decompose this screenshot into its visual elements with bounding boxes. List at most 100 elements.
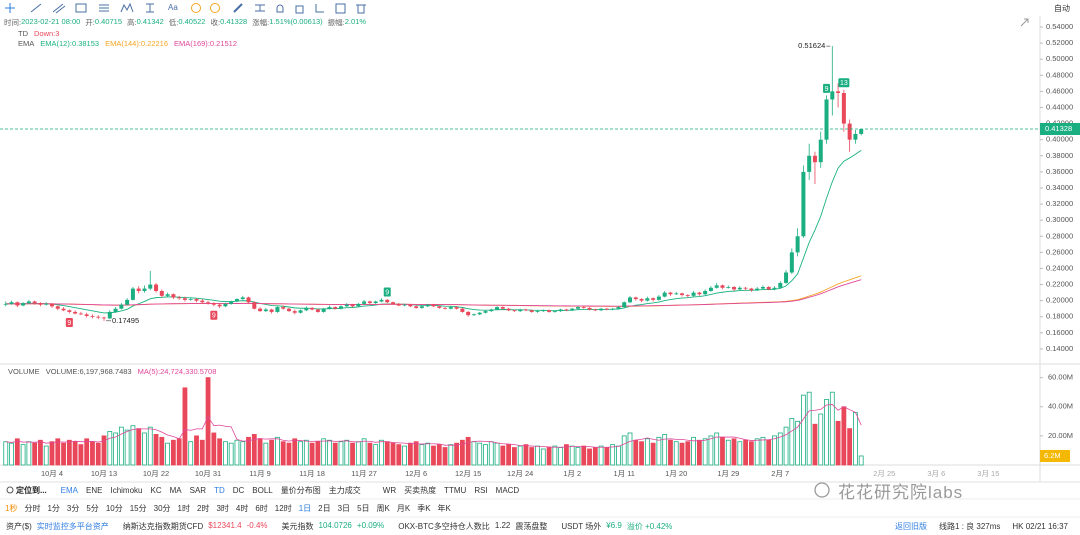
x-tick-label: 3月 15 <box>977 469 999 478</box>
lock-tool[interactable] <box>295 5 304 14</box>
volume-tick-label: 60.00M <box>1048 373 1073 382</box>
volume-bar <box>610 444 616 466</box>
pattern-tool-2[interactable] <box>210 3 220 13</box>
watermark-icon <box>814 482 830 498</box>
hide-tool[interactable] <box>315 4 324 13</box>
auto-scale[interactable]: 自动 <box>1054 4 1070 13</box>
candle-body <box>454 307 459 309</box>
indicator[interactable]: TD <box>214 486 225 495</box>
candle-body <box>610 308 615 310</box>
volume-bar <box>783 426 789 466</box>
candle-body <box>15 302 20 306</box>
indicator[interactable]: BOLL <box>252 486 273 495</box>
candle-body <box>830 91 835 100</box>
status-group: OKX-BTC多空持仓人数比 1.22 震荡盘整 <box>398 521 547 532</box>
magnet-tool[interactable] <box>276 4 284 13</box>
candle-body <box>391 302 396 304</box>
volume-bar <box>818 413 824 466</box>
interval[interactable]: 年K <box>437 504 451 513</box>
fullscreen[interactable] <box>1020 18 1029 27</box>
indicator[interactable]: ENE <box>86 486 103 495</box>
indicator[interactable]: Ichimoku <box>110 486 143 495</box>
candle-body <box>749 288 754 291</box>
candle-body <box>217 304 222 307</box>
locate[interactable]: 定位到... <box>16 486 47 495</box>
interval[interactable]: 5日 <box>357 504 370 513</box>
candle-body <box>200 300 205 303</box>
interval[interactable]: 月K <box>396 504 411 513</box>
indicator[interactable]: EMA <box>60 486 79 495</box>
indicator[interactable]: MA <box>169 486 182 495</box>
info-label: 振幅: <box>327 18 345 27</box>
indicator[interactable]: 量价分布图 <box>280 486 321 495</box>
indicator[interactable]: RSI <box>474 486 488 495</box>
interval[interactable]: 周K <box>376 504 390 513</box>
volume-bar <box>754 438 760 466</box>
td-name: TD <box>18 29 28 38</box>
interval[interactable]: 4时 <box>235 504 249 513</box>
candle-body <box>633 297 638 300</box>
interval[interactable]: 1时 <box>177 504 190 513</box>
candle-body <box>570 308 575 311</box>
candle-body <box>685 295 690 296</box>
line-tool[interactable] <box>30 3 42 13</box>
interval[interactable]: 分时 <box>24 504 41 513</box>
volume-bar <box>321 438 327 466</box>
interval[interactable]: 3分 <box>66 504 80 513</box>
text-tool[interactable] <box>146 3 154 13</box>
locate-icon[interactable] <box>6 486 14 494</box>
interval[interactable]: 5分 <box>86 504 99 513</box>
volume-bar <box>327 439 332 466</box>
indicator[interactable]: 买卖热度 <box>404 486 437 495</box>
x-tick-label: 10月 22 <box>143 469 169 478</box>
indicator[interactable]: KC <box>150 486 162 495</box>
rect-tool[interactable] <box>75 3 87 13</box>
volume-bar <box>558 447 564 466</box>
channel-tool[interactable] <box>52 3 66 14</box>
status-item: 资产($) <box>6 522 32 531</box>
interval[interactable]: 1日 <box>298 504 312 513</box>
indicator[interactable]: 主力成交 <box>328 486 361 495</box>
fib-tool[interactable] <box>99 4 109 12</box>
volume-bar <box>656 436 662 466</box>
interval[interactable]: 2日 <box>318 504 331 513</box>
interval[interactable]: 3日 <box>337 504 351 513</box>
wave-tool[interactable] <box>120 2 134 13</box>
volume-bar <box>14 438 20 466</box>
select-tool[interactable] <box>335 3 346 14</box>
interval[interactable]: 15分 <box>129 504 147 513</box>
status-item: OKX-BTC多空持仓人数比 <box>398 522 490 531</box>
indicator[interactable]: TTMU <box>444 486 467 495</box>
interval[interactable]: 3时 <box>216 504 229 513</box>
crosshair-tool[interactable] <box>5 3 15 13</box>
indicator[interactable]: DC <box>232 486 245 495</box>
measure-tool[interactable] <box>255 4 265 12</box>
pattern-tool[interactable] <box>191 3 201 13</box>
interval[interactable]: 1分 <box>47 504 60 513</box>
status-item[interactable]: 返回旧版 <box>895 522 928 531</box>
volume-bar <box>199 439 205 466</box>
interval[interactable]: 2时 <box>196 504 210 513</box>
candle-body <box>801 171 806 237</box>
indicator[interactable]: SAR <box>189 486 207 495</box>
interval[interactable]: 30分 <box>153 504 171 513</box>
interval[interactable]: 12时 <box>274 504 292 513</box>
indicator[interactable]: WR <box>382 486 397 495</box>
td-marker-bg <box>65 318 73 328</box>
interval[interactable]: 季K <box>417 504 431 513</box>
text-tool-label[interactable]: Aa <box>168 3 178 12</box>
candle-body <box>518 309 523 312</box>
interval[interactable]: 1秒 <box>5 504 18 513</box>
candle-body <box>599 308 604 311</box>
x-tick-label: 1月 20 <box>665 469 687 478</box>
interval[interactable]: 6时 <box>255 504 268 513</box>
volume-bar <box>292 438 298 466</box>
interval[interactable]: 10分 <box>105 504 123 513</box>
status-item: 震荡盘整 <box>515 522 548 531</box>
delete-tool[interactable] <box>356 4 366 14</box>
watermark: 花花研究院labs <box>838 483 964 502</box>
indicator[interactable]: MACD <box>495 486 520 495</box>
status-item: 纳斯达克指数期货CFD <box>122 522 204 531</box>
brush-tool[interactable] <box>233 3 243 13</box>
